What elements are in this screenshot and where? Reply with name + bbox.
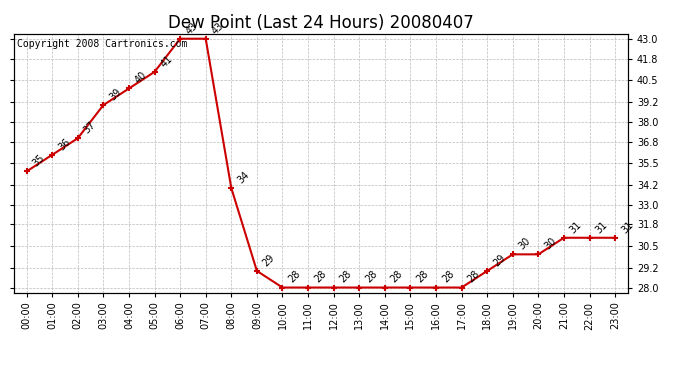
Text: 43: 43 — [184, 20, 200, 36]
Text: 36: 36 — [57, 136, 72, 152]
Text: 28: 28 — [338, 269, 354, 285]
Text: 28: 28 — [415, 269, 431, 285]
Text: 28: 28 — [312, 269, 328, 285]
Text: 35: 35 — [31, 153, 47, 169]
Text: 31: 31 — [568, 219, 584, 235]
Text: 41: 41 — [159, 53, 175, 69]
Text: 31: 31 — [619, 219, 635, 235]
Text: 34: 34 — [235, 170, 251, 185]
Text: 30: 30 — [542, 236, 558, 252]
Text: 28: 28 — [364, 269, 380, 285]
Text: 28: 28 — [286, 269, 302, 285]
Text: 40: 40 — [133, 70, 149, 86]
Text: 29: 29 — [261, 252, 277, 268]
Text: Copyright 2008 Cartronics.com: Copyright 2008 Cartronics.com — [17, 39, 187, 49]
Text: 28: 28 — [389, 269, 405, 285]
Text: 39: 39 — [108, 87, 124, 102]
Title: Dew Point (Last 24 Hours) 20080407: Dew Point (Last 24 Hours) 20080407 — [168, 14, 474, 32]
Text: 37: 37 — [82, 120, 98, 135]
Text: 31: 31 — [593, 219, 609, 235]
Text: 28: 28 — [466, 269, 482, 285]
Text: 30: 30 — [517, 236, 533, 252]
Text: 28: 28 — [440, 269, 456, 285]
Text: 43: 43 — [210, 20, 226, 36]
Text: 29: 29 — [491, 252, 507, 268]
